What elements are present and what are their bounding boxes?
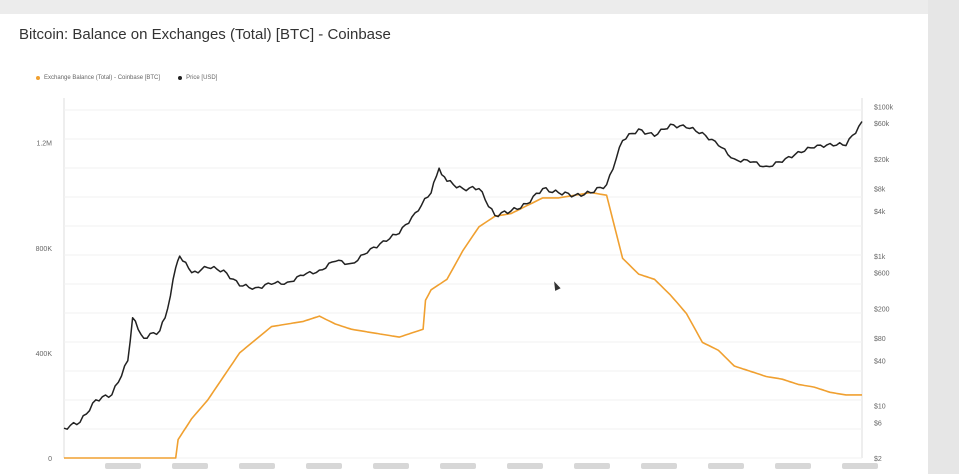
right-axis-tick-label: $10 xyxy=(874,404,886,411)
window-edge xyxy=(928,0,959,474)
left-axis: 0 400K 800K 1.2M xyxy=(36,141,53,463)
right-axis-tick-label: $6 xyxy=(874,420,882,427)
x-axis-tick-label-placeholder xyxy=(440,463,476,469)
exchange-balance-line xyxy=(64,191,862,459)
right-axis-tick-label: $40 xyxy=(874,359,886,366)
chart-legend: Exchange Balance (Total) - Coinbase [BTC… xyxy=(36,75,235,81)
legend-label-exchange-balance: Exchange Balance (Total) - Coinbase [BTC… xyxy=(44,75,161,81)
grid-lines xyxy=(63,98,863,459)
x-axis-tick-label-placeholder xyxy=(172,463,208,469)
x-axis-tick-label-placeholder xyxy=(507,463,543,469)
x-axis-tick-label-placeholder xyxy=(306,463,342,469)
left-axis-tick-label: 400K xyxy=(36,351,53,358)
right-axis: $2 $6 $10 $40 $80 $200 $600 $1k $4k $8k $20k $60k $1… xyxy=(874,105,894,463)
legend-dot-orange xyxy=(36,76,40,80)
legend-item-exchange-balance[interactable]: Exchange Balance (Total) - Coinbase [BTC… xyxy=(36,75,160,81)
legend-label-price: Price [USD] xyxy=(186,75,218,81)
x-axis-tick-label-placeholder xyxy=(641,463,677,469)
x-axis-tick-label-placeholder xyxy=(842,463,878,469)
chart-title: Bitcoin: Balance on Exchanges (Total) [B… xyxy=(19,26,391,43)
left-axis-tick-label: 800K xyxy=(36,246,53,253)
series-group xyxy=(63,121,863,459)
x-axis-tick-label-placeholder xyxy=(708,463,744,469)
right-axis-tick-label: $100k xyxy=(874,105,894,112)
right-axis-tick-label: $8k xyxy=(874,187,886,194)
legend-item-price[interactable]: Price [USD] xyxy=(178,75,217,81)
right-axis-tick-label: $60k xyxy=(874,121,890,128)
x-axis-ticks xyxy=(105,463,878,469)
left-axis-tick-label: 0 xyxy=(48,456,52,463)
right-axis-tick-label: $20k xyxy=(874,157,890,164)
right-axis-tick-label: $2 xyxy=(874,456,882,463)
x-axis-tick-label-placeholder xyxy=(574,463,610,469)
right-axis-tick-label: $4k xyxy=(874,209,886,216)
x-axis-tick-label-placeholder xyxy=(373,463,409,469)
left-axis-tick-label: 1.2M xyxy=(36,141,52,148)
right-axis-tick-label: $1k xyxy=(874,254,886,261)
legend-dot-black xyxy=(178,76,183,80)
chart-card xyxy=(0,14,928,474)
right-axis-tick-label: $200 xyxy=(874,306,890,313)
x-axis-tick-label-placeholder xyxy=(775,463,811,469)
x-axis-tick-label-placeholder xyxy=(105,463,141,469)
price-line xyxy=(63,121,863,430)
right-axis-tick-label: $600 xyxy=(874,271,890,278)
x-axis-tick-label-placeholder xyxy=(239,463,275,469)
right-axis-tick-label: $80 xyxy=(874,336,886,343)
